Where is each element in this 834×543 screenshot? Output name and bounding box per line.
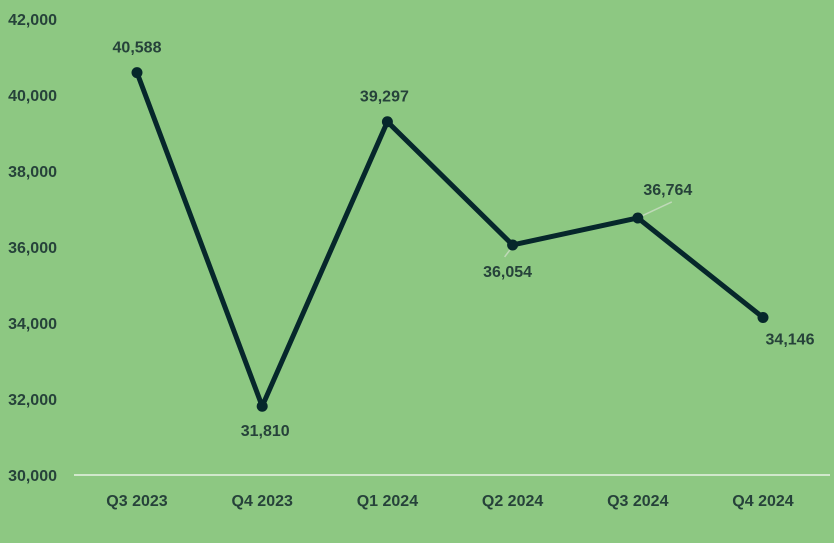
data-label: 40,588 — [113, 40, 162, 57]
y-tick-label: 38,000 — [8, 164, 57, 181]
x-tick-label: Q2 2024 — [482, 493, 543, 510]
data-point — [381, 116, 393, 128]
data-label: 34,146 — [766, 331, 815, 348]
y-tick-label: 30,000 — [8, 468, 57, 485]
x-tick-label: Q3 2024 — [607, 493, 668, 510]
data-point — [131, 67, 143, 79]
leader-line — [641, 201, 673, 217]
y-tick-label: 40,000 — [8, 88, 57, 105]
x-axis-ticks: Q3 2023 Q4 2023 Q1 2024 Q2 2024 Q3 2024 Q4 20… — [106, 493, 793, 510]
y-tick-label: 42,000 — [8, 12, 57, 29]
x-tick-label: Q3 2023 — [106, 493, 167, 510]
data-point — [757, 311, 769, 323]
data-point — [256, 400, 268, 412]
x-tick-label: Q4 2023 — [232, 493, 293, 510]
data-points — [131, 67, 769, 412]
leader-line — [504, 248, 512, 258]
series-line — [134, 71, 765, 409]
x-tick-label: Q4 2024 — [732, 493, 793, 510]
data-label: 36,054 — [483, 264, 532, 281]
y-tick-label: 34,000 — [8, 316, 57, 333]
y-tick-label: 32,000 — [8, 392, 57, 409]
x-tick-label: Q1 2024 — [357, 493, 418, 510]
data-point — [507, 239, 519, 251]
data-point — [632, 212, 644, 224]
data-labels: 40,588 31,810 39,297 36,054 36,764 34,146 — [113, 40, 815, 441]
y-tick-label: 36,000 — [8, 240, 57, 257]
data-label: 31,810 — [241, 423, 290, 440]
data-label-leader-lines — [504, 201, 673, 258]
data-label: 39,297 — [360, 89, 409, 106]
y-axis-ticks: 30,000 32,000 34,000 36,000 38,000 40,000 42,0… — [8, 12, 57, 485]
data-label: 36,764 — [643, 182, 692, 199]
